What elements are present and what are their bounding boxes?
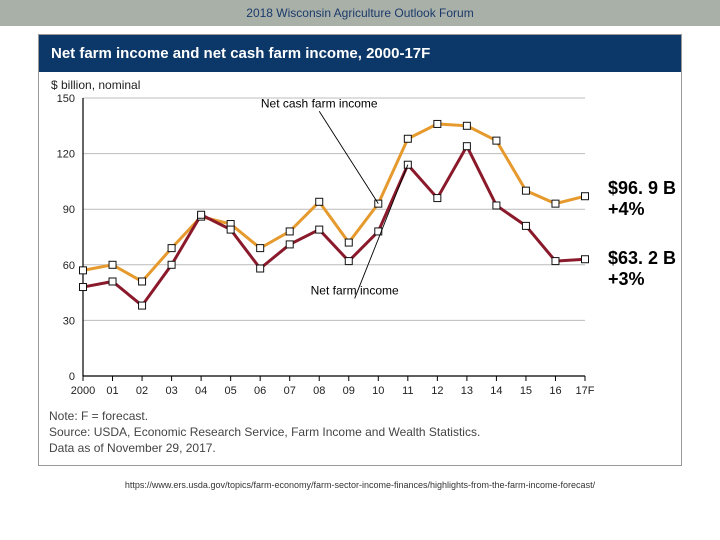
svg-text:30: 30 [63,315,75,327]
svg-text:12: 12 [431,385,443,397]
svg-text:07: 07 [284,385,296,397]
note-line: Data as of November 29, 2017. [49,440,671,456]
svg-text:10: 10 [372,385,384,397]
svg-text:17F: 17F [576,385,595,397]
svg-text:120: 120 [57,149,75,161]
callout-value: $63. 2 B [608,248,676,269]
forum-header-bar: 2018 Wisconsin Agriculture Outlook Forum [0,0,720,26]
value-callout-farm-income: $63. 2 B +3% [608,248,676,289]
svg-text:05: 05 [225,385,237,397]
svg-text:0: 0 [69,371,75,383]
svg-text:06: 06 [254,385,266,397]
chart-title-bar: Net farm income and net cash farm income… [39,35,681,72]
value-callout-cash-income: $96. 9 B +4% [608,178,676,219]
svg-text:04: 04 [195,385,207,397]
callout-delta: +4% [608,199,676,220]
svg-text:08: 08 [313,385,325,397]
svg-text:60: 60 [63,260,75,272]
svg-text:03: 03 [165,385,177,397]
svg-text:15: 15 [520,385,532,397]
chart-title: Net farm income and net cash farm income… [51,45,430,62]
svg-text:01: 01 [106,385,118,397]
svg-text:09: 09 [343,385,355,397]
svg-text:2000: 2000 [71,385,95,397]
callout-value: $96. 9 B [608,178,676,199]
line-chart-svg: 0 30 60 90 120 150 2000 01 02 03 04 05 06 07 08 09 10 11 1… [39,92,599,402]
note-line: Source: USDA, Economic Research Service,… [49,424,671,440]
svg-text:90: 90 [63,204,75,216]
svg-text:13: 13 [461,385,473,397]
svg-text:Net cash farm income: Net cash farm income [261,96,378,110]
note-line: Note: F = forecast. [49,408,671,424]
source-url: https://www.ers.usda.gov/topics/farm-eco… [0,480,720,490]
svg-text:14: 14 [490,385,502,397]
svg-text:02: 02 [136,385,148,397]
callout-delta: +3% [608,269,676,290]
svg-text:16: 16 [549,385,561,397]
plot-area: 0 30 60 90 120 150 2000 01 02 03 04 05 06 07 08 09 10 11 1… [39,92,681,402]
svg-text:Net farm income: Net farm income [311,283,399,297]
chart-card: Net farm income and net cash farm income… [38,34,682,466]
svg-text:150: 150 [57,93,75,105]
svg-text:11: 11 [402,385,413,397]
forum-title: 2018 Wisconsin Agriculture Outlook Forum [246,6,473,20]
y-axis-unit-label: $ billion, nominal [39,72,681,92]
chart-footer-note: Note: F = forecast. Source: USDA, Econom… [39,402,681,465]
